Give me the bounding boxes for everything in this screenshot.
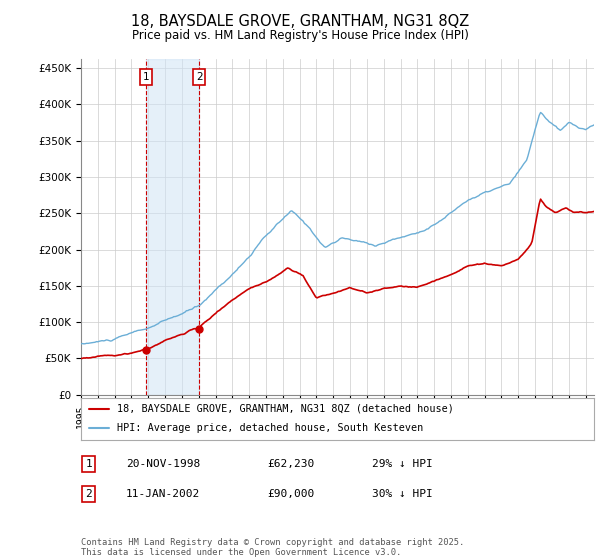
Text: 2: 2 [85, 489, 92, 499]
Text: 20-NOV-1998: 20-NOV-1998 [126, 459, 200, 469]
Text: 1: 1 [85, 459, 92, 469]
Text: 1: 1 [143, 72, 149, 82]
Text: 18, BAYSDALE GROVE, GRANTHAM, NG31 8QZ: 18, BAYSDALE GROVE, GRANTHAM, NG31 8QZ [131, 14, 469, 29]
Text: 11-JAN-2002: 11-JAN-2002 [126, 489, 200, 499]
Text: Contains HM Land Registry data © Crown copyright and database right 2025.
This d: Contains HM Land Registry data © Crown c… [81, 538, 464, 557]
Bar [146, 59, 199, 395]
Text: 29% ↓ HPI: 29% ↓ HPI [372, 459, 433, 469]
Text: Price paid vs. HM Land Registry's House Price Index (HPI): Price paid vs. HM Land Registry's House … [131, 29, 469, 42]
Text: 18, BAYSDALE GROVE, GRANTHAM, NG31 8QZ (detached house): 18, BAYSDALE GROVE, GRANTHAM, NG31 8QZ (… [117, 404, 454, 414]
Text: 30% ↓ HPI: 30% ↓ HPI [372, 489, 433, 499]
Text: £90,000: £90,000 [267, 489, 314, 499]
Text: £62,230: £62,230 [267, 459, 314, 469]
Text: 2: 2 [196, 72, 203, 82]
Text: HPI: Average price, detached house, South Kesteven: HPI: Average price, detached house, Sout… [117, 423, 423, 433]
